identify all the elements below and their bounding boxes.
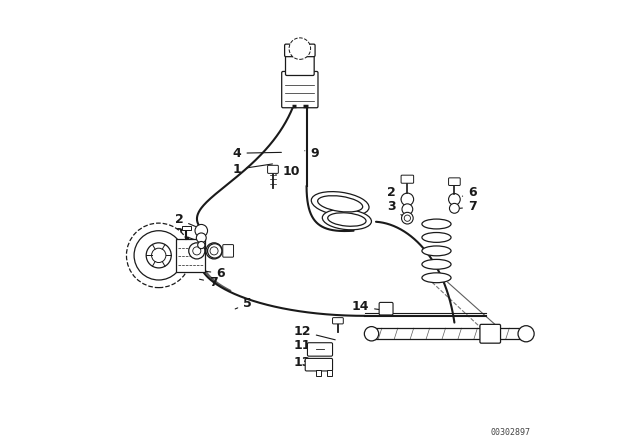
- Circle shape: [206, 243, 222, 259]
- Bar: [326, 370, 332, 376]
- Circle shape: [146, 243, 172, 268]
- Text: 00302897: 00302897: [490, 428, 531, 437]
- Ellipse shape: [317, 196, 363, 212]
- Circle shape: [404, 215, 410, 221]
- Circle shape: [449, 194, 460, 205]
- FancyBboxPatch shape: [305, 358, 333, 371]
- Circle shape: [189, 243, 205, 259]
- Bar: [182, 226, 191, 230]
- Text: 6: 6: [462, 186, 477, 199]
- Ellipse shape: [323, 209, 371, 230]
- Bar: [176, 238, 205, 272]
- Text: 1: 1: [233, 163, 273, 176]
- Bar: [316, 370, 321, 376]
- FancyBboxPatch shape: [401, 175, 413, 183]
- Circle shape: [289, 38, 310, 59]
- Text: 3: 3: [387, 200, 402, 215]
- Circle shape: [127, 223, 191, 288]
- Text: 7: 7: [460, 200, 477, 214]
- FancyBboxPatch shape: [379, 302, 393, 315]
- Circle shape: [198, 241, 205, 249]
- Text: 5: 5: [235, 297, 252, 310]
- Text: 8: 8: [332, 197, 340, 211]
- FancyBboxPatch shape: [282, 71, 318, 108]
- Circle shape: [134, 231, 183, 280]
- Circle shape: [402, 204, 413, 215]
- Ellipse shape: [422, 259, 451, 269]
- FancyBboxPatch shape: [285, 52, 314, 75]
- Circle shape: [193, 247, 201, 255]
- Ellipse shape: [422, 246, 451, 256]
- Text: 9: 9: [305, 146, 319, 160]
- Circle shape: [364, 327, 379, 341]
- Text: 10: 10: [276, 164, 300, 178]
- Text: 11: 11: [293, 339, 319, 353]
- Ellipse shape: [422, 273, 451, 283]
- Circle shape: [401, 212, 413, 224]
- FancyBboxPatch shape: [285, 44, 315, 56]
- FancyBboxPatch shape: [307, 343, 333, 356]
- Text: 14: 14: [351, 300, 380, 314]
- Circle shape: [401, 193, 413, 206]
- Ellipse shape: [422, 233, 451, 242]
- Circle shape: [152, 248, 166, 263]
- Text: 2: 2: [387, 186, 403, 200]
- FancyBboxPatch shape: [449, 178, 460, 185]
- Ellipse shape: [422, 219, 451, 229]
- Circle shape: [518, 326, 534, 342]
- Circle shape: [195, 224, 207, 237]
- Text: 12: 12: [293, 325, 335, 340]
- FancyBboxPatch shape: [480, 324, 500, 343]
- Text: 2: 2: [175, 213, 196, 227]
- Text: 6: 6: [206, 267, 225, 280]
- Circle shape: [210, 247, 218, 255]
- Circle shape: [207, 244, 222, 258]
- Text: 7: 7: [200, 276, 218, 289]
- FancyBboxPatch shape: [333, 318, 343, 324]
- Bar: [374, 328, 526, 340]
- Ellipse shape: [311, 192, 369, 216]
- Text: 13: 13: [293, 356, 317, 370]
- Text: 3: 3: [175, 227, 196, 241]
- FancyBboxPatch shape: [223, 245, 234, 257]
- Circle shape: [449, 203, 460, 213]
- Circle shape: [196, 233, 206, 243]
- Ellipse shape: [328, 213, 366, 226]
- FancyBboxPatch shape: [268, 165, 278, 173]
- Text: 4: 4: [233, 146, 282, 160]
